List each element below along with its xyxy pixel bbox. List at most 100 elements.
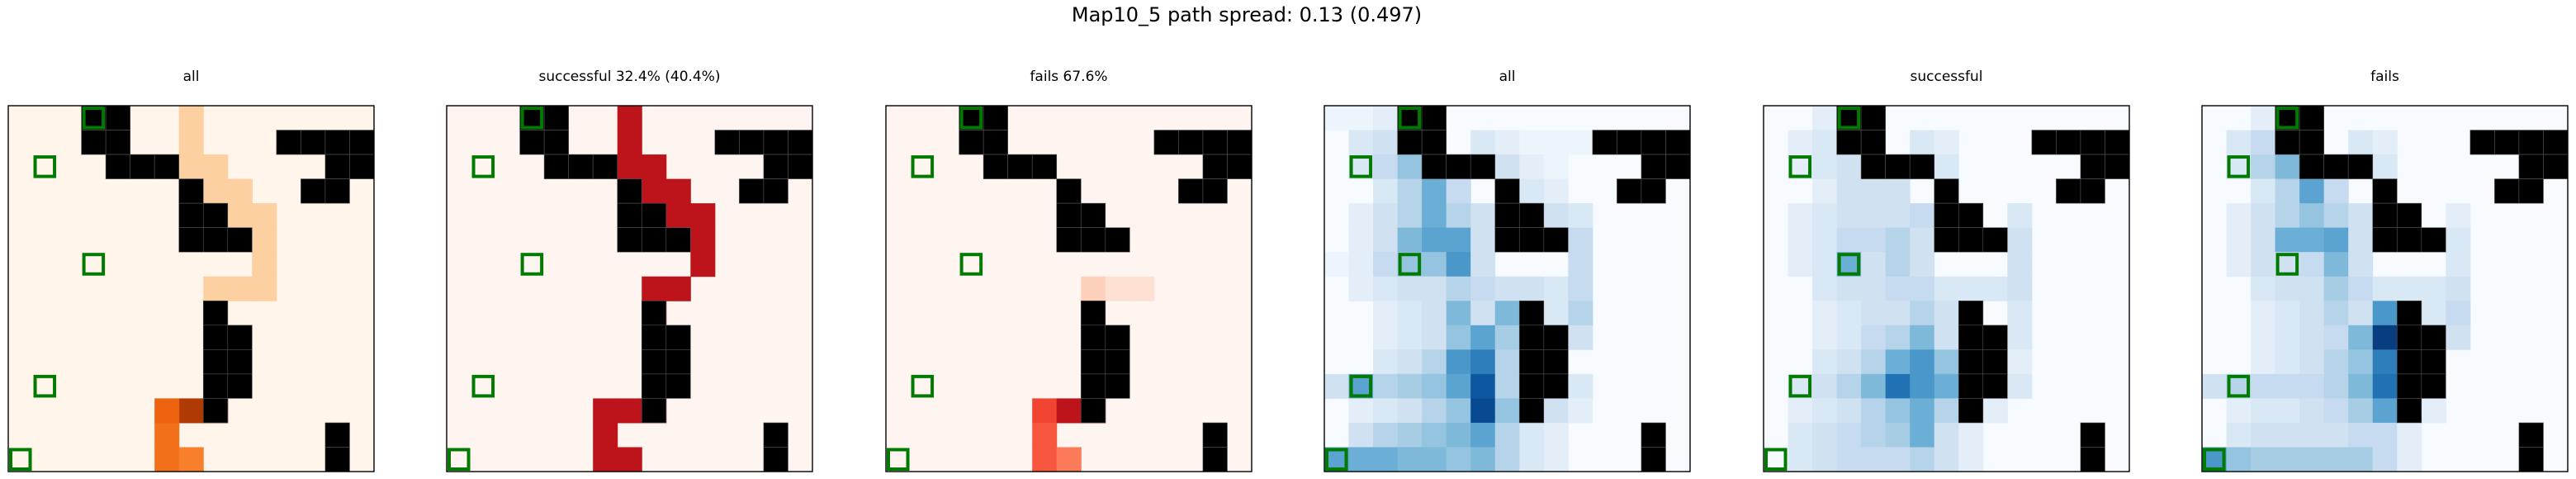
heatmap-cell (2007, 276, 2033, 301)
obstacle-cell (2469, 130, 2495, 155)
obstacle-cell (2056, 178, 2081, 204)
obstacle-cell (227, 325, 253, 350)
heatmap-cell (2226, 227, 2252, 253)
obstacle-cell (763, 178, 788, 204)
heatmap-cell (2251, 178, 2276, 204)
obstacle-cell (105, 154, 130, 179)
heatmap-cell (1788, 227, 1813, 253)
obstacle-cell (1958, 398, 1984, 424)
heatmap-panel: successful (1763, 69, 2130, 472)
obstacle-cell (1518, 373, 1545, 399)
obstacle-cell (959, 130, 984, 155)
heatmap-cell (1568, 276, 1593, 301)
heatmap-cell (1081, 276, 1106, 301)
heatmap-cell (2323, 373, 2349, 399)
start-goal-marker (520, 107, 544, 130)
heatmap-cell (2251, 227, 2276, 253)
obstacle-cell (2518, 154, 2544, 179)
obstacle-cell (2056, 130, 2081, 155)
panel-title: all (183, 69, 200, 85)
heatmap-cell (1470, 227, 1496, 253)
heatmap-cell (1348, 276, 1374, 301)
heatmap-cell (642, 178, 667, 204)
heatmap-cell (1568, 252, 1593, 277)
panel-title: all (1499, 69, 1516, 85)
obstacle-cell (2396, 227, 2422, 253)
obstacle-cell (2396, 325, 2422, 350)
heatmap-cell (665, 203, 691, 229)
heatmap-cell (227, 203, 253, 229)
obstacle-cell (2080, 154, 2105, 179)
heatmap-cell (2323, 325, 2349, 350)
heatmap-cell (1494, 398, 1520, 424)
heatmap-cell (1543, 398, 1569, 424)
heatmap-cell (1422, 325, 1447, 350)
heatmap-cell (593, 447, 618, 472)
heatmap-cell (1836, 178, 1862, 204)
obstacle-cell (1665, 154, 1691, 179)
heatmap-cell (1910, 130, 1935, 155)
heatmap-cell (227, 178, 253, 204)
start-goal-marker (447, 448, 471, 472)
heatmap-cell (1812, 447, 1838, 472)
heatmap-cell (2348, 130, 2374, 155)
axes-frame (7, 105, 375, 472)
heatmap-cell (1958, 447, 1984, 472)
heatmap-cell (2275, 154, 2300, 180)
heatmap-cell (2251, 276, 2276, 301)
obstacle-cell (301, 178, 326, 204)
obstacle-cell (2105, 130, 2130, 155)
heatmap-cell (1836, 373, 1862, 399)
heatmap-cell (642, 276, 667, 301)
heatmap-cell (2299, 325, 2325, 350)
heatmap-cell (1397, 203, 1423, 229)
heatmap-cell (1470, 325, 1496, 350)
heatmap-cell (1348, 447, 1374, 472)
heatmap-cell (1422, 203, 1447, 229)
heatmap-cell (1446, 178, 1471, 204)
heatmap-cell (617, 398, 642, 424)
heatmap-cell (1470, 130, 1496, 155)
heatmap-cell (617, 154, 642, 180)
heatmap-cell (1348, 422, 1374, 448)
heatmap-cell (1934, 349, 1959, 375)
obstacle-cell (1982, 349, 2008, 375)
heatmap-cell (1422, 398, 1447, 424)
obstacle-cell (543, 105, 569, 130)
obstacle-cell (1494, 178, 1520, 204)
heatmap-cell (1373, 154, 1399, 180)
start-goal-marker (1398, 253, 1422, 276)
heatmap-cell (1105, 276, 1130, 301)
heatmap-cell (2226, 130, 2252, 155)
heatmap-cell (2251, 373, 2276, 399)
heatmap-cell (2275, 227, 2300, 253)
obstacle-cell (1202, 154, 1228, 179)
obstacle-cell (641, 349, 667, 375)
obstacle-cell (324, 178, 350, 204)
obstacle-cell (1641, 447, 1666, 472)
heatmap-cell (2275, 276, 2300, 301)
heatmap-cell (1543, 130, 1569, 155)
heatmap-cell (1812, 349, 1838, 375)
heatmap-cell (1397, 301, 1423, 326)
start-goal-marker (471, 374, 495, 398)
panel-title: successful 32.4% (40.4%) (538, 69, 720, 85)
obstacle-cell (2080, 130, 2105, 155)
obstacle-cell (763, 154, 788, 179)
heatmap-cell (1543, 154, 1569, 180)
heatmap-cell (2226, 422, 2252, 448)
obstacle-cell (1641, 422, 1666, 448)
obstacle-cell (763, 130, 788, 155)
heatmap-cell (1373, 349, 1399, 375)
heatmap-cell (1422, 349, 1447, 375)
heatmap-cell (1812, 252, 1838, 277)
start-goal-marker (2227, 155, 2251, 178)
obstacle-cell (1056, 178, 1082, 204)
obstacle-cell (1080, 300, 1106, 326)
obstacle-cell (665, 325, 691, 350)
heatmap-cell (2348, 276, 2374, 301)
heatmap-cell (2372, 422, 2398, 448)
heatmap-cell (203, 154, 229, 180)
obstacle-cell (543, 154, 569, 179)
heatmap-cell (2348, 398, 2374, 424)
